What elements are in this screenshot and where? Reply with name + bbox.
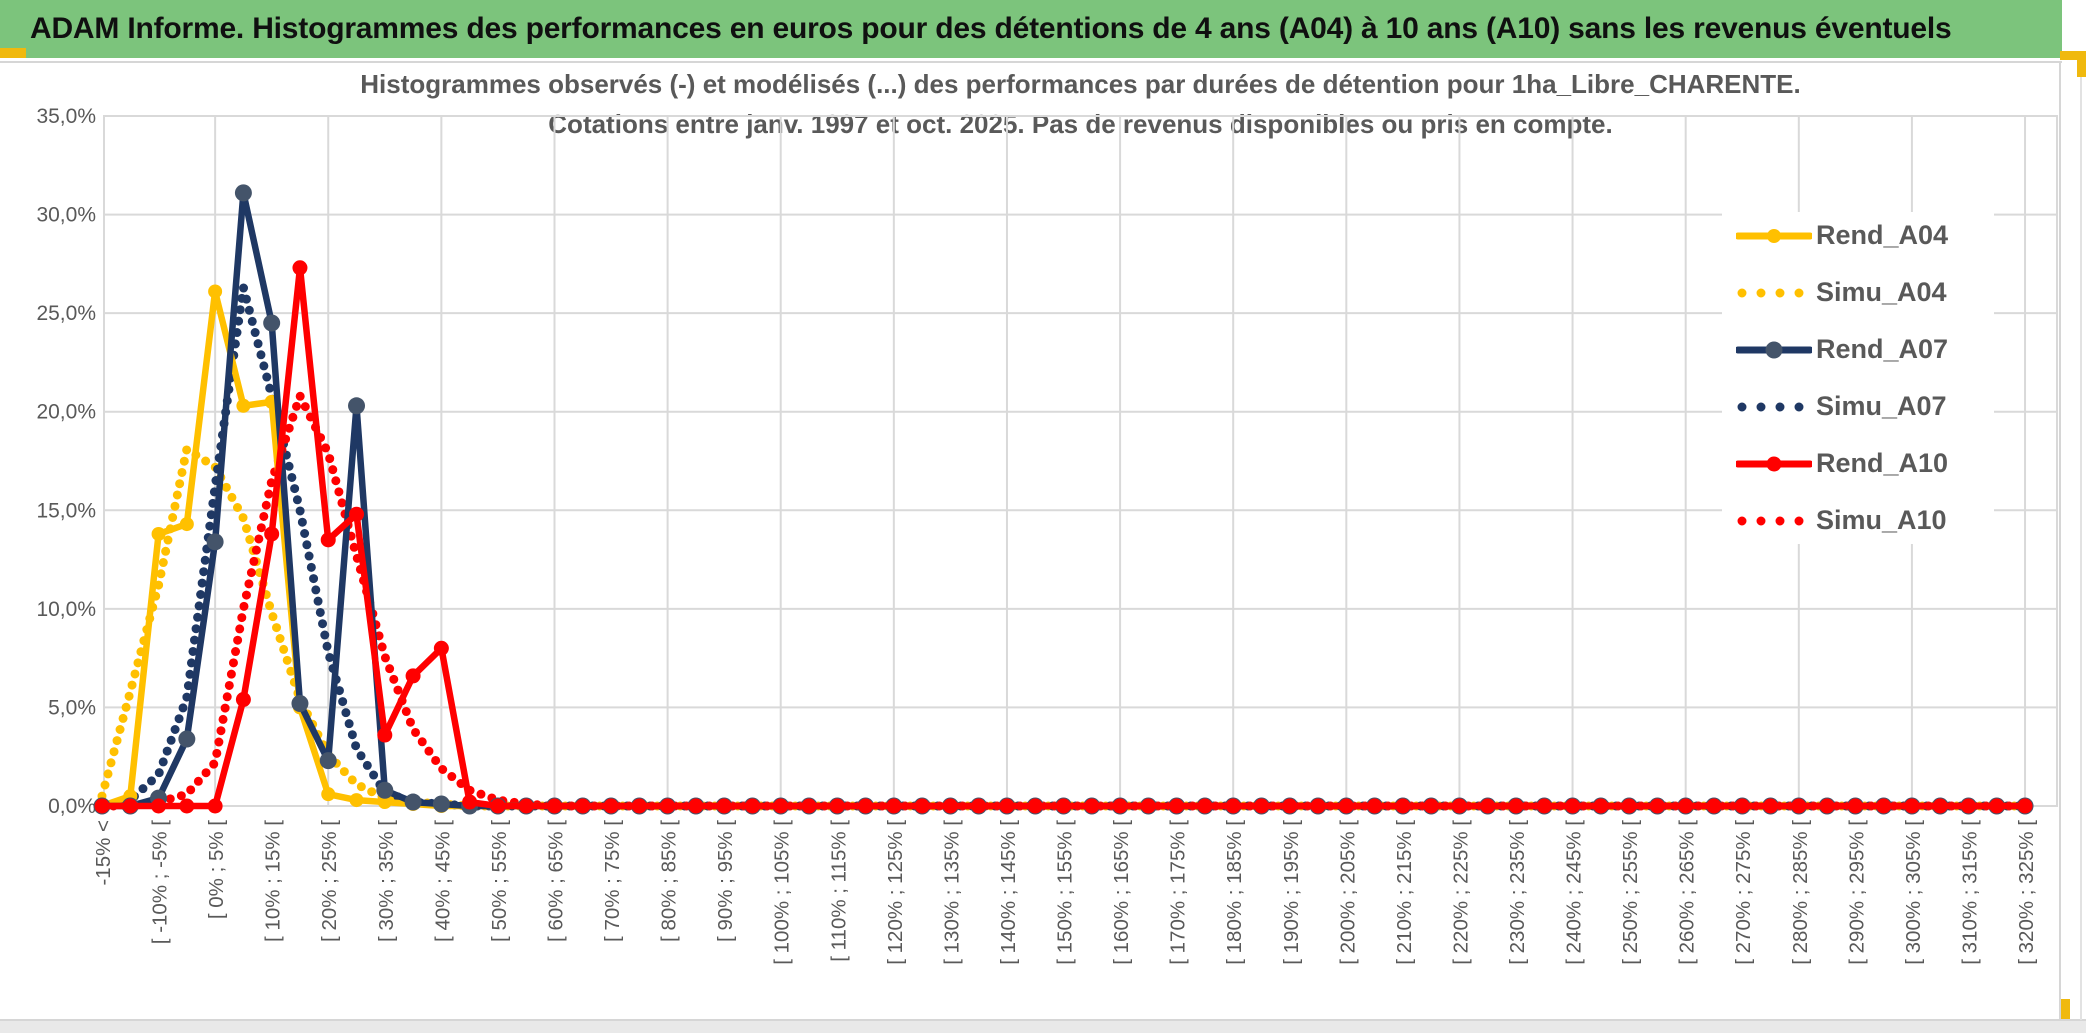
x-tick-label: [ 280% ; 285% [ <box>1789 820 1812 965</box>
y-tick-label: 5,0% <box>48 696 96 719</box>
x-tick-label: [ 270% ; 275% [ <box>1732 820 1755 965</box>
x-tick-label: [ 100% ; 105% [ <box>771 820 794 965</box>
gold-accent-top-right-h <box>2060 51 2086 60</box>
x-tick-label: [ 130% ; 135% [ <box>940 820 963 965</box>
x-tick-label: [ 230% ; 235% [ <box>1506 820 1529 965</box>
x-tick-label: [ 190% ; 195% [ <box>1280 820 1303 965</box>
chart-legend: Rend_A04 Simu_A04 Rend_A07 Simu_A07 Rend_A10… <box>1722 212 1994 544</box>
x-tick-label: [ 50% ; 55% [ <box>488 820 511 942</box>
header-bar: ADAM Informe. Histogrammes des performan… <box>0 0 2062 58</box>
right-edge-divider <box>2059 62 2061 1020</box>
x-tick-label: [ 60% ; 65% [ <box>544 820 567 942</box>
legend-label: Rend_A04 <box>1816 220 1949 250</box>
legend-item-Simu_A04[interactable]: Simu_A04 <box>1736 275 1994 310</box>
chart-title: Histogrammes observés (-) et modélisés (… <box>104 64 2057 144</box>
x-tick-label: [ 220% ; 225% [ <box>1449 820 1472 965</box>
divider-above-bottom-strip <box>0 1019 2086 1021</box>
x-tick-label: [ 90% ; 95% [ <box>714 820 737 942</box>
y-tick-label: 35,0% <box>36 105 96 128</box>
gold-accent-top-left <box>0 48 26 58</box>
chart-title-line2: Cotations entre janv. 1997 et oct. 2025.… <box>548 109 1613 139</box>
x-tick-label: [ 250% ; 255% [ <box>1619 820 1642 965</box>
legend-solid-line-sample <box>1736 341 1812 358</box>
legend-label: Rend_A10 <box>1816 448 1949 478</box>
header-title: ADAM Informe. Histogrammes des performan… <box>30 12 1952 45</box>
x-tick-label: [ 320% ; 325% [ <box>2015 820 2038 965</box>
x-tick-label: [ 260% ; 265% [ <box>1676 820 1699 965</box>
x-tick-label: [ 140% ; 145% [ <box>997 820 1020 965</box>
y-tick-label: 25,0% <box>36 302 96 325</box>
legend-label: Simu_A10 <box>1816 505 1947 535</box>
x-tick-label: [ 120% ; 125% [ <box>884 820 907 965</box>
gold-accent-bottom-right <box>2061 999 2070 1020</box>
x-tick-label: [ 0% ; 5% [ <box>205 820 228 919</box>
legend-dotted-line-sample <box>1737 288 1811 297</box>
legend-item-Simu_A07[interactable]: Simu_A07 <box>1736 389 1994 424</box>
x-tick-label: [ 210% ; 215% [ <box>1393 820 1416 965</box>
legend-solid-line-sample <box>1736 228 1812 243</box>
y-tick-label: 20,0% <box>36 401 96 424</box>
x-tick-label: [ 70% ; 75% [ <box>601 820 624 942</box>
chart-title-line1: Histogrammes observés (-) et modélisés (… <box>360 69 1801 99</box>
legend-label: Simu_A04 <box>1816 277 1947 307</box>
legend-dotted-line-sample <box>1737 516 1811 525</box>
x-tick-label: [ 290% ; 295% [ <box>1845 820 1868 965</box>
legend-dotted-line-sample <box>1737 402 1811 411</box>
x-tick-label: [ 110% ; 115% [ <box>827 820 850 962</box>
x-tick-label: [ 150% ; 155% [ <box>1054 820 1077 965</box>
x-tick-label: [ 40% ; 45% [ <box>431 820 454 942</box>
y-tick-label: 15,0% <box>36 499 96 522</box>
x-tick-label: [ 300% ; 305% [ <box>1902 820 1925 965</box>
divider-under-header <box>0 61 2062 63</box>
legend-item-Rend_A04[interactable]: Rend_A04 <box>1736 218 1994 253</box>
x-tick-label: [ -10% ; -5% [ <box>149 820 172 944</box>
y-tick-label: 0,0% <box>48 795 96 818</box>
x-tick-label: [ 310% ; 315% [ <box>1958 820 1981 965</box>
x-tick-label: [ 10% ; 15% [ <box>262 820 285 942</box>
legend-label: Simu_A07 <box>1816 391 1947 421</box>
legend-solid-line-sample <box>1736 456 1812 471</box>
legend-item-Rend_A10[interactable]: Rend_A10 <box>1736 446 1994 481</box>
legend-item-Rend_A07[interactable]: Rend_A07 <box>1736 332 1994 367</box>
far-right-column-line <box>2080 77 2082 1020</box>
gold-accent-top-right-v <box>2077 51 2086 77</box>
x-tick-label: [ 180% ; 185% [ <box>1223 820 1246 965</box>
x-tick-label: [ 160% ; 165% [ <box>1110 820 1133 965</box>
y-tick-label: 30,0% <box>36 204 96 227</box>
legend-label: Rend_A07 <box>1816 334 1949 364</box>
x-tick-label: [ 240% ; 245% [ <box>1563 820 1586 965</box>
x-tick-label: [ 170% ; 175% [ <box>1167 820 1190 965</box>
y-tick-label: 10,0% <box>36 598 96 621</box>
bottom-scroll-strip <box>0 1021 2086 1033</box>
x-axis-tick-labels: -15% < [ -10% ; -5% [ [ 0% ; 5% [ [ 10% ; 1… <box>92 820 2038 965</box>
x-tick-label: [ 30% ; 35% [ <box>375 820 398 942</box>
x-tick-label: -15% < <box>92 820 115 886</box>
x-tick-label: [ 80% ; 85% [ <box>658 820 681 942</box>
y-axis-tick-labels: 0,0% 5,0% 10,0% 15,0% 20,0% 25,0% 30,0% 35,0% <box>36 105 96 818</box>
legend-item-Simu_A10[interactable]: Simu_A10 <box>1736 503 1994 538</box>
x-tick-label: [ 200% ; 205% [ <box>1336 820 1359 965</box>
series-Rend_A10 <box>94 260 2033 814</box>
x-tick-label: [ 20% ; 25% [ <box>318 820 341 942</box>
